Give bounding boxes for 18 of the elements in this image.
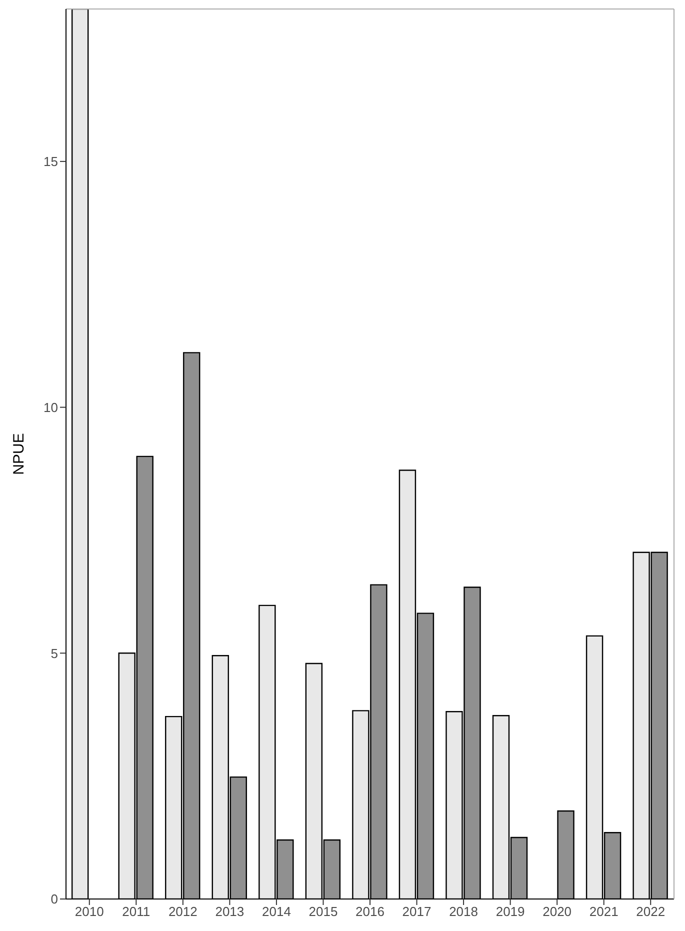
y-tick-label: 5 xyxy=(50,646,58,661)
x-tick-label: 2010 xyxy=(74,904,104,920)
x-tick-label: 2021 xyxy=(589,904,618,920)
x-tick-label: 2012 xyxy=(168,904,198,920)
x-tick-label: 2019 xyxy=(496,904,525,920)
y-tick-label: 0 xyxy=(50,892,58,907)
y-tick-label: 15 xyxy=(44,154,58,170)
x-tick-label: 2020 xyxy=(542,904,572,920)
y-axis-title: NPUE xyxy=(10,433,28,475)
x-tick-label: 2016 xyxy=(356,904,384,920)
x-tick-label: 2015 xyxy=(308,904,338,920)
x-tick-label: 2014 xyxy=(262,904,291,920)
x-tick-label: 2017 xyxy=(402,904,432,920)
x-tick-label: 2022 xyxy=(636,904,666,920)
x-tick-label: 2018 xyxy=(449,904,478,920)
x-tick-label: 2011 xyxy=(122,904,150,920)
y-tick-label: 10 xyxy=(44,400,58,415)
x-tick-label: 2013 xyxy=(215,904,244,920)
